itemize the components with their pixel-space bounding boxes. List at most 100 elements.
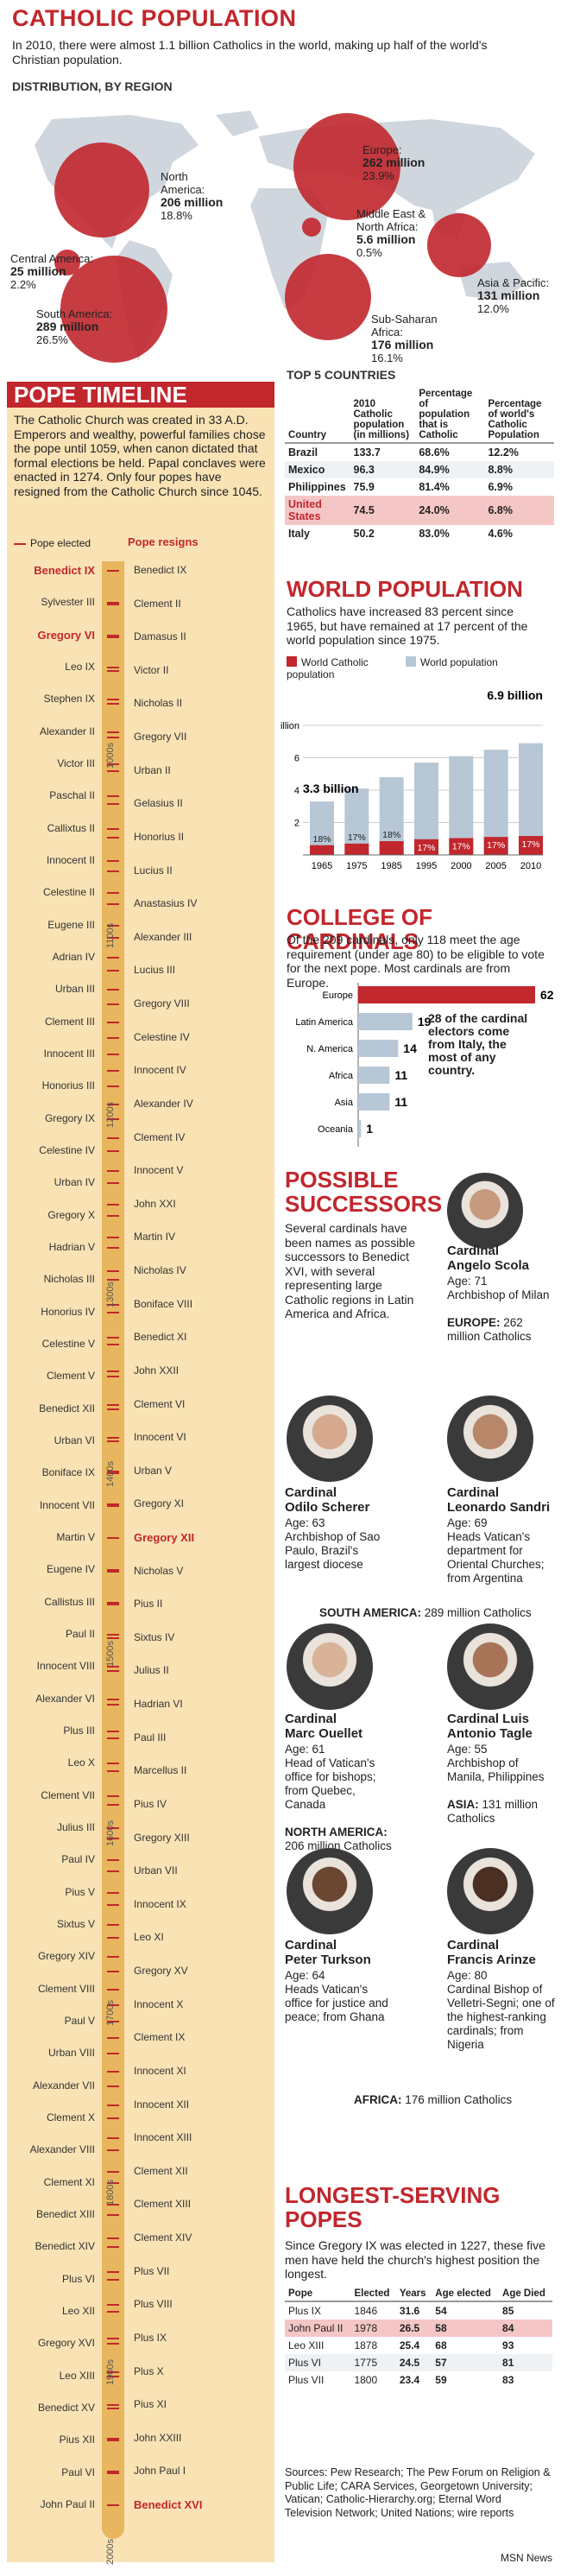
pope-tick <box>107 2440 119 2442</box>
pope-tick <box>107 2021 119 2022</box>
pope-tick <box>107 699 119 701</box>
cardinal-portrait <box>447 1396 533 1482</box>
pope-label: Celestine IV <box>134 1030 190 1043</box>
pope-tick <box>107 1604 119 1606</box>
pope-label: Urban III <box>54 983 95 996</box>
pope-label: Stephen IX <box>43 693 95 706</box>
pope-tick <box>107 1634 119 1636</box>
pope-tick <box>107 2311 119 2313</box>
pope-label: Leo XI <box>134 1931 164 1944</box>
pope-tick <box>107 2404 119 2407</box>
pope-tick <box>107 1311 119 1313</box>
pope-label: Clement X <box>46 2111 95 2123</box>
pope-tick <box>107 1054 119 1055</box>
x-tick-label: 1995 <box>416 861 437 871</box>
distribution-heading: DISTRIBUTION, BY REGION <box>12 79 173 93</box>
value-label: 11 <box>394 1068 407 1082</box>
category-label: N. America <box>306 1044 354 1054</box>
pope-label: Benedict XVI <box>134 2498 203 2511</box>
pope-tick <box>107 737 119 739</box>
pope-label: Clement VI <box>134 1397 186 1410</box>
pope-tick <box>107 1924 119 1926</box>
catholic-bar <box>310 845 334 855</box>
pope-label: John XXIII <box>134 2431 182 2444</box>
region-sub-saharan: Sub-Saharan Africa: 176 million 16.1% <box>371 313 438 364</box>
cardinal-info: Age: 64 Heads Vatican's office for justic… <box>285 1969 388 2023</box>
pope-tick <box>107 1279 119 1282</box>
pope-tick <box>107 1937 119 1940</box>
cardinal-portrait <box>287 1396 373 1482</box>
timeline-spine-end <box>102 2509 124 2539</box>
cardinal-bar <box>358 1120 362 1137</box>
pope-tick <box>107 2237 119 2240</box>
pope-tick <box>107 795 119 798</box>
timeline-intro: The Catholic Church was created in 33 A.… <box>14 413 266 498</box>
pope-tick <box>107 2375 119 2377</box>
pope-tick <box>107 2003 119 2006</box>
pope-tick <box>107 1036 119 1039</box>
top5-heading: TOP 5 COUNTRIES <box>287 368 396 382</box>
value-label: 19 <box>418 1015 432 1029</box>
legend-world: World population <box>406 656 535 668</box>
pope-label: Nicholas V <box>134 1564 184 1577</box>
longest-col-age-elected: Age elected <box>432 2287 500 2302</box>
pope-label: Benedict XV <box>37 2402 95 2414</box>
longest-table: Pope Elected Years Age elected Age Died … <box>285 2287 552 2389</box>
pope-label: Sixtus V <box>56 1918 95 1930</box>
legend-resigns: Pope resigns <box>128 535 199 548</box>
pope-tick <box>107 2304 119 2307</box>
timeline-panel <box>7 382 274 2562</box>
pope-label: Alexander VII <box>32 2079 95 2092</box>
pope-tick <box>107 1601 119 1604</box>
pope-tick <box>107 827 119 830</box>
pope-label: Urban VI <box>54 1434 95 1446</box>
pope-label: Honorius IV <box>41 1305 95 1318</box>
pope-label: Innocent XI <box>134 2064 186 2077</box>
pope-tick <box>107 1504 119 1507</box>
x-tick-label: 2010 <box>520 861 541 871</box>
pope-label: Gregory XII <box>134 1531 195 1544</box>
pope-label: Benedict XII <box>39 1402 95 1415</box>
pope-tick <box>107 1537 119 1539</box>
world-pop-chart: 2 4 6 8 billion 18% 1965 17% 1975 18% 1985 17% 1995… <box>280 691 543 871</box>
pope-label: Clement II <box>134 597 181 610</box>
pope-label: Alexander VI <box>35 1692 95 1705</box>
pope-label: Alexander IV <box>134 1097 193 1110</box>
intro-text: In 2010, there were almost 1.1 billion C… <box>12 38 488 66</box>
pope-label: Plus VII <box>134 2264 170 2277</box>
pope-tick <box>107 1698 119 1700</box>
y-tick-label: 2 <box>294 819 299 829</box>
pope-tick <box>107 2337 119 2339</box>
pope-label: Plus III <box>63 1725 95 1737</box>
pope-tick <box>107 1704 119 1706</box>
century-label: 1300s <box>105 1282 116 1307</box>
pope-label: Celestine II <box>42 886 95 899</box>
pope-label: Nicholas II <box>134 697 183 710</box>
pope-label: Hadrian V <box>48 1241 95 1253</box>
pope-label: Boniface VIII <box>134 1297 193 1310</box>
x-tick-label: 1985 <box>381 861 401 871</box>
pope-tick <box>107 636 119 639</box>
pope-label: Innocent X <box>134 1997 184 2010</box>
pope-tick <box>107 1570 119 1573</box>
pope-tick <box>107 1270 119 1273</box>
pope-label: Innocent II <box>46 854 95 866</box>
pope-tick <box>107 1870 119 1873</box>
pope-tick <box>107 1666 119 1668</box>
pope-tick <box>107 1737 119 1739</box>
y-tick-label: 8 billion <box>280 721 299 731</box>
century-label: 1600s <box>105 1820 116 1846</box>
pope-label: Gregory IX <box>44 1111 95 1124</box>
pope-tick <box>107 1376 119 1378</box>
pope-tick <box>107 703 119 706</box>
start-label: 3.3 billion <box>303 782 359 795</box>
pope-label: Pius XII <box>59 2434 95 2446</box>
top5-col-pop: 2010 Catholic population (in millions) <box>350 387 416 444</box>
pope-label: Benedict XIII <box>35 2208 95 2220</box>
pope-label: Gregory XVI <box>37 2337 95 2350</box>
pope-label: Urban IV <box>54 1176 95 1189</box>
value-label: 1 <box>366 1122 373 1136</box>
pope-tick <box>107 2149 119 2152</box>
pope-label: Clement V <box>46 1370 95 1383</box>
pope-tick <box>107 2246 119 2249</box>
